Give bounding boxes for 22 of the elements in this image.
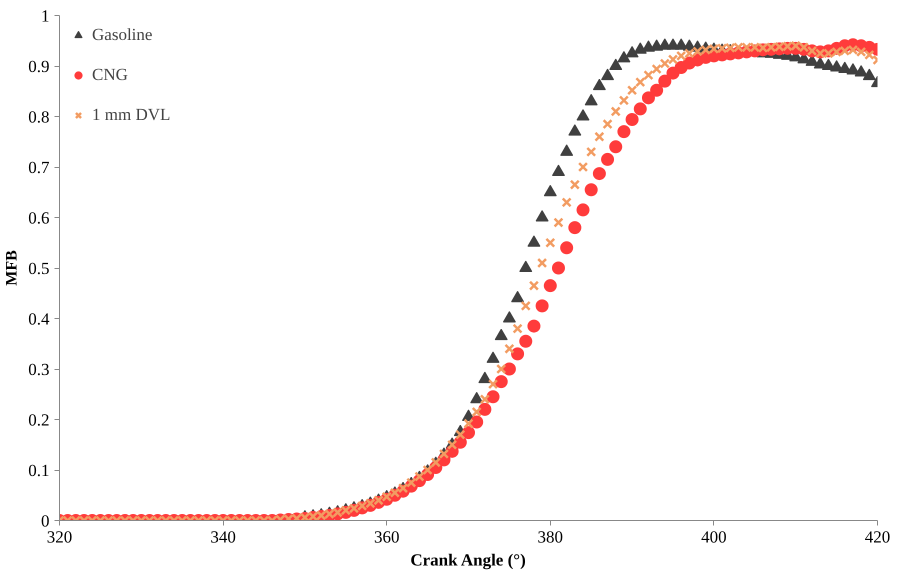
legend-label: Gasoline bbox=[92, 25, 152, 45]
x-tick-label: 320 bbox=[46, 528, 72, 546]
y-tick-label: 0 bbox=[41, 512, 50, 530]
x-tick-label: 380 bbox=[538, 528, 564, 546]
y-axis-title: MFB bbox=[3, 250, 20, 286]
legend-label: 1 mm DVL bbox=[92, 105, 170, 125]
x-tick-label: 420 bbox=[864, 528, 890, 546]
y-tick-label: 0.2 bbox=[28, 410, 50, 430]
x-tick-label: 400 bbox=[701, 528, 727, 546]
x-tick-label: 360 bbox=[374, 528, 400, 546]
y-tick-label: 0.9 bbox=[28, 57, 50, 76]
y-tick-label: 0.4 bbox=[28, 310, 50, 328]
y-tick-label: 0.5 bbox=[28, 259, 50, 278]
y-tick-label: 1 bbox=[41, 6, 50, 26]
x-axis-title: Crank Angle (°) bbox=[410, 550, 526, 570]
y-tick-label: 0.8 bbox=[28, 108, 50, 126]
y-tick-label: 0.6 bbox=[28, 208, 50, 228]
y-tick-label: 0.7 bbox=[28, 158, 50, 177]
y-tick-label: 0.1 bbox=[28, 461, 50, 480]
x-tick-label: 340 bbox=[210, 528, 236, 546]
y-tick-label: 0.3 bbox=[28, 360, 50, 379]
legend-label: CNG bbox=[92, 65, 128, 85]
